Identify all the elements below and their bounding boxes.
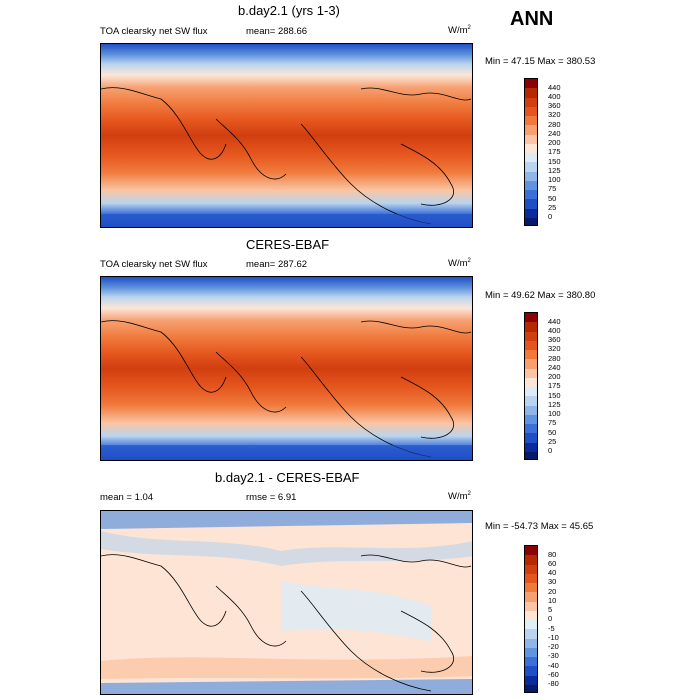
panel-3-left-label: mean = 1.04 [100, 492, 154, 503]
panel-1-tick: 240 [548, 129, 561, 138]
panel-3-map [100, 510, 473, 695]
panel-2-tick: 100 [548, 409, 561, 418]
panel-3-tick: 10 [548, 596, 557, 605]
panel-1-units: W/m2 [448, 25, 471, 37]
panel-3-tick: 30 [548, 577, 557, 586]
panel-3-tick: -10 [548, 633, 559, 642]
panel-1-tick: 100 [548, 175, 561, 184]
panel-3-coastlines [101, 511, 472, 694]
panel-3-tick: -40 [548, 661, 559, 670]
panel-1-map [100, 43, 473, 228]
panel-1-tick: 400 [548, 92, 561, 101]
panel-2-tick: 50 [548, 428, 557, 437]
panel-1-tick: 50 [548, 194, 557, 203]
panel-3-tick: 20 [548, 587, 557, 596]
panel-2-tick: 0 [548, 446, 553, 455]
panel-2-minmax: Min = 49.62 Max = 380.80 [485, 290, 596, 301]
panel-1-tick: 280 [548, 120, 561, 129]
panel-1-center-label: mean= 288.66 [246, 26, 308, 37]
panel-1-tick: 440 [548, 83, 561, 92]
panel-1-colorbar [524, 78, 538, 226]
panel-1-tick: 75 [548, 184, 557, 193]
panel-1-tick: 25 [548, 203, 557, 212]
panel-1-tick: 200 [548, 138, 561, 147]
panel-3-colorbar [524, 545, 538, 693]
panel-2-tick: 25 [548, 437, 557, 446]
panel-3-tick: -30 [548, 651, 559, 660]
panel-3-tick: 60 [548, 559, 557, 568]
season-label: ANN [510, 8, 554, 30]
panel-1-coastlines [101, 87, 472, 227]
panel-1-title: b.day2.1 (yrs 1-3) [238, 3, 340, 18]
panel-1-tick: 175 [548, 147, 561, 156]
panel-3-tick: 5 [548, 605, 553, 614]
panel-2-tick: 360 [548, 335, 561, 344]
panel-2-tick: 200 [548, 372, 561, 381]
panel-1-tick: 360 [548, 101, 561, 110]
panel-2-tick: 75 [548, 418, 557, 427]
panel-3-tick: 40 [548, 568, 557, 577]
panel-2-tick: 320 [548, 344, 561, 353]
panel-1-tick: 125 [548, 166, 561, 175]
panel-3-tick: 0 [548, 614, 553, 623]
panel-2-units: W/m2 [448, 258, 471, 270]
panel-2-tick: 150 [548, 391, 561, 400]
panel-2-tick: 280 [548, 354, 561, 363]
panel-1-tick: 150 [548, 157, 561, 166]
panel-3-tick: -60 [548, 670, 559, 679]
panel-1-left-label: TOA clearsky net SW flux [100, 26, 208, 37]
panel-2-tick: 240 [548, 363, 561, 372]
panel-2-title: CERES-EBAF [246, 237, 330, 252]
panel-2-center-label: mean= 287.62 [246, 259, 308, 270]
panel-2-map [100, 276, 473, 461]
panel-2-tick: 440 [548, 317, 561, 326]
panel-1-tick: 320 [548, 110, 561, 119]
panel-2-tick: 125 [548, 400, 561, 409]
panel-2-coastlines [101, 320, 472, 460]
panel-3-tick: -5 [548, 624, 555, 633]
panel-3-tick: 80 [548, 550, 557, 559]
panel-1-minmax: Min = 47.15 Max = 380.53 [485, 56, 596, 67]
panel-3-tick: -20 [548, 642, 559, 651]
panel-2-colorbar [524, 312, 538, 460]
panel-3-minmax: Min = -54.73 Max = 45.65 [485, 521, 594, 532]
panel-3-title: b.day2.1 - CERES-EBAF [215, 470, 360, 485]
panel-3-center-label: rmse = 6.91 [246, 492, 297, 503]
panel-2-tick: 400 [548, 326, 561, 335]
panel-1-tick: 0 [548, 212, 553, 221]
panel-3-tick: -80 [548, 679, 559, 688]
panel-3-units: W/m2 [448, 491, 471, 503]
panel-2-left-label: TOA clearsky net SW flux [100, 259, 208, 270]
panel-2-tick: 175 [548, 381, 561, 390]
